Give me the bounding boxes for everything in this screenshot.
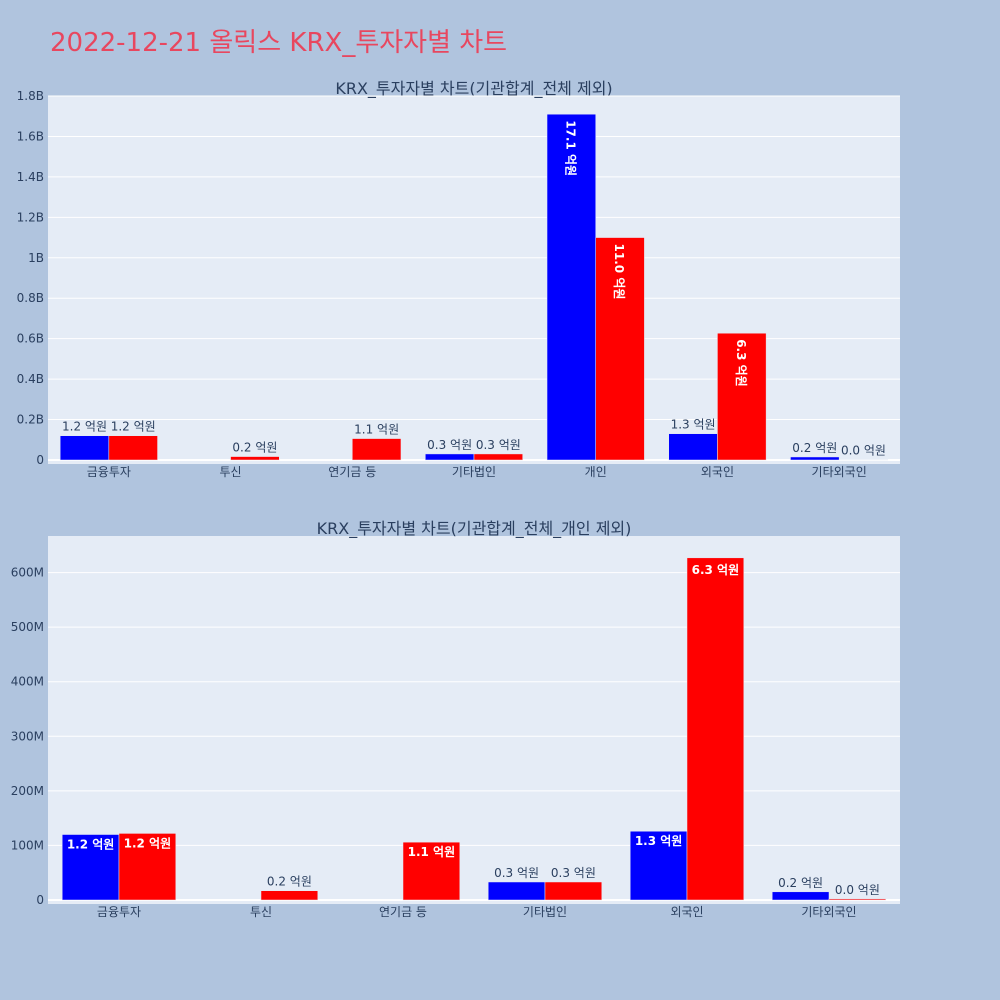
- y-tick-label: 1.2B: [17, 210, 44, 224]
- bar-label: 0.2 억원: [792, 441, 837, 455]
- y-tick-label: 100M: [11, 838, 44, 852]
- bar: [352, 438, 402, 461]
- bar-label: 1.3 억원: [635, 834, 683, 848]
- bar-label: 1.1 억원: [354, 423, 399, 437]
- bar: [230, 456, 280, 461]
- bar: [402, 841, 461, 901]
- bar: [595, 237, 645, 461]
- x-tick-label: 기타외국인: [801, 905, 856, 919]
- y-tick-label: 0.8B: [17, 291, 44, 305]
- x-tick-label: 외국인: [701, 465, 734, 479]
- bar: [828, 898, 887, 901]
- bar-label: 1.1 억원: [408, 845, 456, 859]
- y-tick-label: 500M: [11, 620, 44, 634]
- y-tick-label: 300M: [11, 729, 44, 743]
- bar: [425, 453, 475, 461]
- plot-area: [48, 536, 900, 904]
- bar: [546, 113, 596, 461]
- y-tick-label: 0.2B: [17, 413, 44, 427]
- bar-label: 11.0 억원: [612, 244, 626, 300]
- subplot-title: KRX_투자자별 차트(기관합계_전체_개인 제외): [317, 519, 632, 539]
- x-tick-label: 기타법인: [452, 465, 496, 479]
- y-tick-label: 0: [36, 453, 44, 467]
- y-tick-label: 0.4B: [17, 372, 44, 386]
- x-tick-label: 기타법인: [523, 905, 567, 919]
- x-tick-label: 개인: [585, 465, 607, 479]
- bar-label: 0.2 억원: [267, 875, 312, 889]
- bar-label: 1.2 억원: [62, 420, 107, 434]
- bar-label: 0.2 억원: [778, 876, 823, 890]
- bar-label: 6.3 억원: [734, 339, 748, 387]
- bar: [686, 557, 745, 901]
- bar-label: 0.3 억원: [427, 438, 472, 452]
- x-tick-label: 연기금 등: [379, 905, 427, 919]
- bar-label: 1.2 억원: [124, 836, 172, 850]
- x-tick-label: 투신: [250, 905, 272, 919]
- bar: [473, 453, 523, 461]
- bar-label: 0.3 억원: [551, 866, 596, 880]
- x-tick-label: 연기금 등: [328, 465, 376, 479]
- x-tick-label: 외국인: [670, 905, 703, 919]
- y-tick-label: 400M: [11, 675, 44, 689]
- subplot-title: KRX_투자자별 차트(기관합계_전체 제외): [335, 79, 612, 99]
- x-tick-label: 금융투자: [97, 905, 141, 919]
- bar: [487, 881, 546, 901]
- bar: [108, 435, 158, 461]
- bar-label: 1.2 억원: [67, 838, 115, 852]
- y-tick-label: 1.8B: [17, 89, 44, 103]
- plot-area: [48, 96, 900, 464]
- page-title: 2022-12-21 올릭스 KRX_투자자별 차트: [50, 28, 508, 58]
- bar: [59, 435, 110, 461]
- y-tick-label: 600M: [11, 566, 44, 580]
- bar: [629, 830, 688, 901]
- x-tick-label: 기타외국인: [812, 465, 867, 479]
- bar: [61, 834, 120, 901]
- bar: [790, 456, 840, 461]
- bar-label: 17.1 억원: [563, 120, 577, 176]
- bar-label: 0.3 억원: [494, 866, 539, 880]
- bar-label: 0.0 억원: [835, 883, 880, 897]
- x-tick-label: 투신: [220, 465, 242, 479]
- y-tick-label: 0.6B: [17, 332, 44, 346]
- bar-label: 6.3 억원: [692, 563, 740, 577]
- bar: [771, 891, 830, 901]
- y-tick-label: 1.4B: [17, 170, 44, 184]
- bar: [544, 881, 603, 901]
- y-tick-label: 0: [36, 893, 44, 907]
- y-tick-label: 200M: [11, 784, 44, 798]
- bar: [260, 890, 319, 901]
- bar-label: 0.3 억원: [476, 438, 521, 452]
- bar-label: 1.3 억원: [671, 418, 716, 432]
- bar-label: 0.2 억원: [232, 441, 277, 455]
- bar-label: 0.0 억원: [841, 444, 886, 458]
- bar: [668, 433, 718, 461]
- y-tick-label: 1.6B: [17, 129, 44, 143]
- y-tick-label: 1B: [28, 251, 44, 265]
- bar: [717, 332, 767, 461]
- bar-label: 1.2 억원: [111, 420, 156, 434]
- bar: [118, 833, 177, 901]
- x-tick-label: 금융투자: [87, 465, 131, 479]
